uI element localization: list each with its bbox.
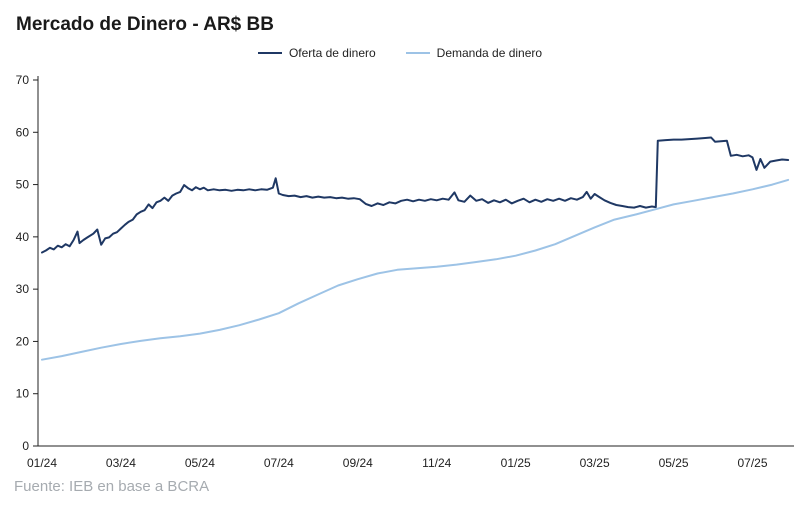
money-market-chart-card: Mercado de Dinero - AR$ BB Oferta de din… xyxy=(0,14,800,527)
svg-text:07/25: 07/25 xyxy=(738,456,768,470)
demanda-line-swatch xyxy=(405,52,430,54)
svg-text:50: 50 xyxy=(16,178,30,192)
svg-text:03/25: 03/25 xyxy=(580,456,610,470)
legend-item-oferta: Oferta de dinero xyxy=(257,46,376,60)
oferta-line-swatch xyxy=(257,52,282,54)
svg-text:05/24: 05/24 xyxy=(185,456,215,470)
svg-text:01/25: 01/25 xyxy=(501,456,531,470)
source-note: Fuente: IEB en base a BCRA xyxy=(14,478,210,495)
chart-title: Mercado de Dinero - AR$ BB xyxy=(16,14,274,35)
svg-text:01/24: 01/24 xyxy=(27,456,57,470)
svg-text:07/24: 07/24 xyxy=(264,456,294,470)
legend-item-demanda: Demanda de dinero xyxy=(405,46,543,60)
legend-label-demanda: Demanda de dinero xyxy=(436,46,543,60)
svg-text:30: 30 xyxy=(16,282,30,296)
svg-text:10: 10 xyxy=(16,387,30,401)
svg-text:11/24: 11/24 xyxy=(422,456,451,470)
svg-text:05/25: 05/25 xyxy=(659,456,689,470)
svg-text:0: 0 xyxy=(22,439,29,453)
line-chart-plot: 0 10 20 30 40 50 60 70 01/24 03/24 05/24 07/24 09/24… xyxy=(16,73,794,470)
svg-text:70: 70 xyxy=(16,73,30,87)
svg-text:40: 40 xyxy=(16,230,30,244)
svg-text:60: 60 xyxy=(16,125,30,139)
legend-label-oferta: Oferta de dinero xyxy=(288,46,376,60)
svg-text:20: 20 xyxy=(16,334,30,348)
chart-legend: Oferta de dinero Demanda de dinero xyxy=(0,44,800,62)
svg-text:03/24: 03/24 xyxy=(106,456,136,470)
svg-text:09/24: 09/24 xyxy=(343,456,373,470)
